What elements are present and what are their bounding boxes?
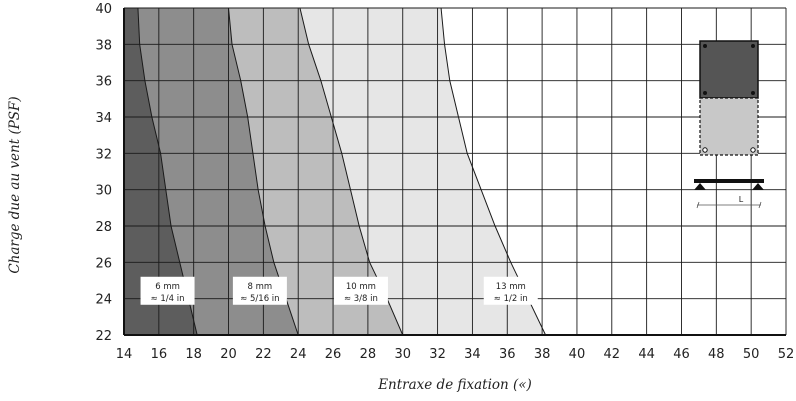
x-tick-label: 16 (151, 347, 168, 362)
zone-label-box (333, 276, 388, 305)
axes (123, 8, 786, 336)
zone-label-imperial: ≈ 1/2 in (494, 294, 528, 304)
dimension-tick-left (696, 201, 700, 209)
y-tick-label: 26 (95, 256, 112, 271)
x-tick-label: 50 (743, 347, 760, 362)
x-tick-label: 34 (464, 347, 481, 362)
x-tick-label: 52 (778, 347, 795, 362)
zone-label-imperial: ≈ 5/16 in (240, 294, 279, 304)
x-tick-label: 30 (394, 347, 411, 362)
x-tick-label: 32 (429, 347, 446, 362)
x-tick-label: 46 (673, 347, 690, 362)
zone-label-imperial: ≈ 3/8 in (344, 294, 378, 304)
x-tick-label: 24 (290, 347, 307, 362)
right-support-icon (752, 183, 764, 190)
x-axis-title: Entraxe de fixation («) (377, 377, 532, 393)
upper-panel (699, 40, 759, 99)
x-tick-label: 20 (220, 347, 237, 362)
zone-label-metric: 6 mm (155, 282, 180, 292)
zone-label: 13 mm ≈ 1/2 in (483, 276, 538, 305)
zone-label: 10 mm ≈ 3/8 in (333, 276, 388, 305)
x-tick-label: 36 (499, 347, 516, 362)
panel-diagram: L (694, 40, 764, 209)
y-tick-label: 28 (95, 220, 112, 235)
zone-label-box (483, 276, 538, 305)
fastener-hole (702, 147, 708, 153)
x-tick-label: 14 (116, 347, 133, 362)
zone-label-box (232, 276, 287, 305)
zone-label: 8 mm ≈ 5/16 in (232, 276, 287, 305)
y-axis-title: Charge due au vent (PSF) (7, 96, 23, 273)
fastener-dot (751, 44, 755, 48)
x-tick-label: 44 (638, 347, 655, 362)
fastener-dot (751, 91, 755, 95)
x-tick-label: 40 (569, 347, 586, 362)
x-tick-labels: 14 16 18 20 22 24 26 28 30 32 34 36 38 40 42 44 46 48 50 52 (116, 347, 795, 362)
zone-label-box (140, 276, 195, 305)
fastener-hole (750, 147, 756, 153)
x-tick-label: 18 (185, 347, 202, 362)
y-tick-label: 22 (95, 329, 112, 344)
zone-label-metric: 13 mm (496, 282, 526, 292)
zone-label-imperial: ≈ 1/4 in (151, 294, 185, 304)
y-tick-label: 36 (95, 75, 112, 90)
x-tick-label: 26 (325, 347, 342, 362)
dimension-tick-right (758, 201, 762, 209)
zone-label: 6 mm ≈ 1/4 in (140, 276, 195, 305)
y-tick-label: 30 (95, 184, 112, 199)
lower-panel (699, 97, 759, 156)
x-tick-label: 48 (708, 347, 725, 362)
y-tick-label: 32 (95, 147, 112, 162)
y-tick-label: 40 (95, 2, 112, 17)
x-tick-label: 28 (360, 347, 377, 362)
zone-area (124, 8, 198, 335)
zone-label-metric: 10 mm (346, 282, 376, 292)
left-support-icon (694, 183, 706, 190)
x-tick-label: 42 (604, 347, 621, 362)
zone-labels: 6 mm ≈ 1/4 in 8 mm ≈ 5/16 in 10 mm ≈ 3/8 in 13… (140, 276, 538, 305)
y-tick-label: 34 (95, 111, 112, 126)
y-tick-label: 24 (95, 293, 112, 308)
fastener-dot (703, 91, 707, 95)
y-tick-labels: 22 24 26 28 30 32 34 36 38 40 (95, 2, 112, 344)
support-beam (694, 179, 764, 183)
fastener-dot (703, 44, 707, 48)
span-label: L (739, 195, 744, 204)
x-tick-label: 22 (255, 347, 272, 362)
x-tick-label: 38 (534, 347, 551, 362)
y-tick-label: 38 (95, 38, 112, 53)
zone-label-metric: 8 mm (248, 282, 273, 292)
